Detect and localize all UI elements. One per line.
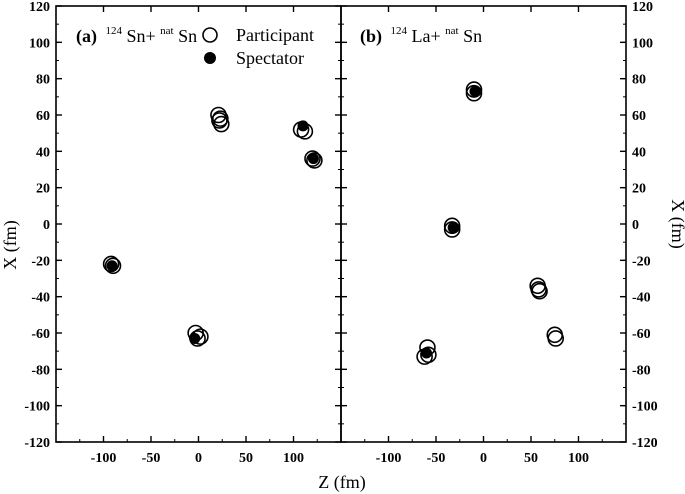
y-tick-label-right: -20	[632, 254, 651, 269]
participant-point	[104, 257, 122, 275]
y-tick-label-left: -100	[24, 400, 50, 415]
y-tick-label-right: 20	[632, 182, 646, 197]
panel-a-targ: Sn	[178, 26, 197, 46]
participant-point	[304, 150, 321, 167]
panel-b-targ: Sn	[463, 26, 482, 46]
spectator-point	[189, 332, 201, 344]
y-axis-label-left: X (fm)	[0, 220, 21, 269]
participant-point	[443, 217, 461, 235]
y-tick-label-right: 60	[632, 109, 646, 124]
y-tick-label-right: -120	[632, 436, 658, 451]
participant-point	[547, 330, 565, 347]
legend-participant-label: Participant	[236, 25, 314, 45]
panel-b-mass: 124	[391, 25, 408, 37]
x-tick-label: -100	[376, 451, 402, 466]
participant-point	[213, 115, 230, 133]
panel-b-title: (b) 124 La+ nat Sn	[360, 18, 482, 47]
y-tick-label-right: -60	[632, 327, 651, 342]
legend-spectator-marker	[204, 52, 216, 64]
y-axis-label-right: X (fm)	[667, 199, 685, 248]
y-tick-label-right: -40	[632, 291, 651, 306]
panel-a-frame	[55, 5, 342, 443]
panel-a: -100 -50 0 50 100 -120 -100 -80 -60 -40 -20 0 20 40 60…	[24, 0, 342, 466]
x-tick-label: 100	[283, 451, 304, 466]
spectator-point	[297, 120, 309, 132]
participant-point	[211, 112, 228, 129]
spectator-point	[307, 153, 319, 165]
legend-participant-marker	[202, 27, 218, 43]
y-tick-label-left: -120	[24, 436, 50, 451]
panel-a-nat: nat	[160, 25, 173, 37]
y-tick-label-right: -100	[632, 400, 658, 415]
panel-b-label: (b)	[360, 26, 382, 47]
x-tick-label: 50	[524, 451, 538, 466]
panel-b: -100 -50 0 50 100 -120 -100 -80 -60 -40 -20 0 20 40 60…	[340, 0, 658, 466]
spectator-point	[469, 85, 481, 97]
y-tick-label-left: 20	[36, 182, 50, 197]
y-tick-label-left: -80	[31, 363, 50, 378]
participant-point	[530, 281, 547, 298]
y-tick-label-left: -60	[31, 327, 50, 342]
participant-point	[306, 152, 323, 169]
panel-a-proj: Sn+	[127, 26, 156, 46]
panel-b-proj: La+	[412, 26, 441, 46]
x-axis-label: Z (fm)	[318, 472, 365, 493]
y-tick-label-left: 60	[36, 109, 50, 124]
y-tick-label-left: 80	[36, 73, 50, 88]
panel-a-label: (a)	[76, 26, 97, 47]
participant-point	[443, 221, 461, 238]
y-tick-label-right: 0	[632, 218, 639, 233]
x-tick-label: 0	[195, 451, 202, 466]
legend-spectator-label: Spectator	[236, 48, 304, 68]
x-tick-label: -50	[142, 451, 161, 466]
panel-b-frame	[340, 5, 627, 443]
x-tick-label: -100	[91, 451, 117, 466]
participant-point	[102, 255, 120, 273]
y-tick-label-left: 0	[43, 218, 50, 233]
participant-point	[210, 106, 227, 124]
y-tick-label-right: 40	[632, 145, 646, 160]
spectator-point	[447, 222, 459, 234]
participant-point	[420, 346, 437, 364]
participant-point	[465, 81, 483, 98]
x-tick-label: 100	[568, 451, 589, 466]
y-tick-label-right: 100	[632, 36, 653, 51]
panel-a-title: (a) 124 Sn+ nat Sn	[76, 18, 197, 47]
y-tick-label-left: -40	[31, 291, 50, 306]
legend: Participant Spectator	[202, 25, 314, 68]
panel-b-nat: nat	[445, 25, 458, 37]
y-tick-label-left: 100	[29, 36, 50, 51]
x-tick-label: 50	[239, 451, 253, 466]
panel-a-mass: 124	[106, 25, 123, 37]
x-tick-label: -50	[427, 451, 446, 466]
y-tick-label-right: 120	[632, 0, 653, 15]
participant-point	[465, 84, 483, 102]
y-tick-label-left: 40	[36, 145, 50, 160]
spectator-point	[106, 260, 118, 272]
y-tick-label-left: 120	[29, 0, 50, 15]
y-tick-label-left: -20	[31, 254, 50, 269]
y-tick-label-right: -80	[632, 363, 651, 378]
y-tick-label-right: 80	[632, 73, 646, 88]
spectator-point	[421, 347, 432, 359]
x-tick-label: 0	[480, 451, 487, 466]
